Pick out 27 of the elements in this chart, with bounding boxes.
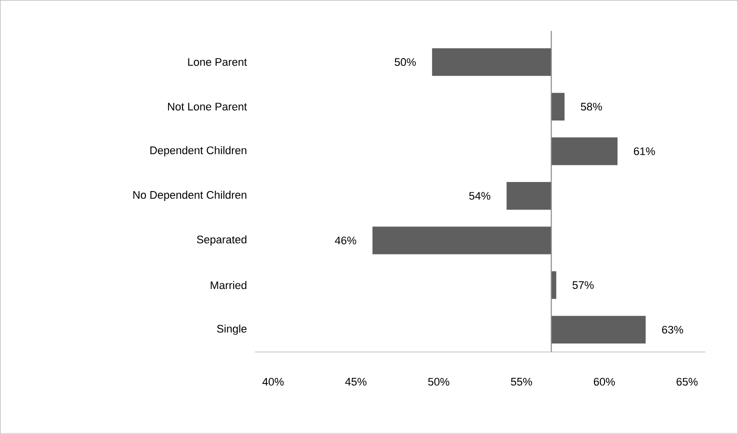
data-label: 46%	[334, 236, 356, 244]
bar	[551, 138, 618, 166]
x-tick-label: 50%	[428, 378, 450, 386]
x-tick-label: 40%	[262, 378, 284, 386]
bar	[551, 92, 565, 121]
data-label: 61%	[634, 148, 655, 156]
x-tick-label: 45%	[345, 378, 366, 386]
y-tick-label: No Dependent Children	[133, 190, 246, 202]
x-tick-label: 60%	[594, 378, 615, 386]
bar	[506, 182, 552, 210]
data-label: 54%	[469, 192, 490, 200]
y-tick-label: Separated	[196, 235, 246, 246]
y-tick-label: Lone Parent	[188, 58, 247, 66]
y-tick-label: Married	[210, 281, 246, 290]
y-tick-label: Dependent Children	[150, 146, 246, 156]
y-tick-label: Single	[217, 324, 247, 335]
data-label: 58%	[580, 102, 602, 111]
bar	[432, 48, 552, 76]
bar	[551, 271, 556, 300]
y-tick-label: Not Lone Parent	[168, 102, 247, 111]
bar	[372, 226, 552, 254]
bar	[551, 316, 646, 344]
data-label: 63%	[662, 326, 684, 334]
data-label: 57%	[572, 281, 594, 290]
data-label: 50%	[394, 58, 416, 66]
x-tick-label: 55%	[510, 378, 532, 386]
x-tick-label: 65%	[676, 378, 698, 386]
